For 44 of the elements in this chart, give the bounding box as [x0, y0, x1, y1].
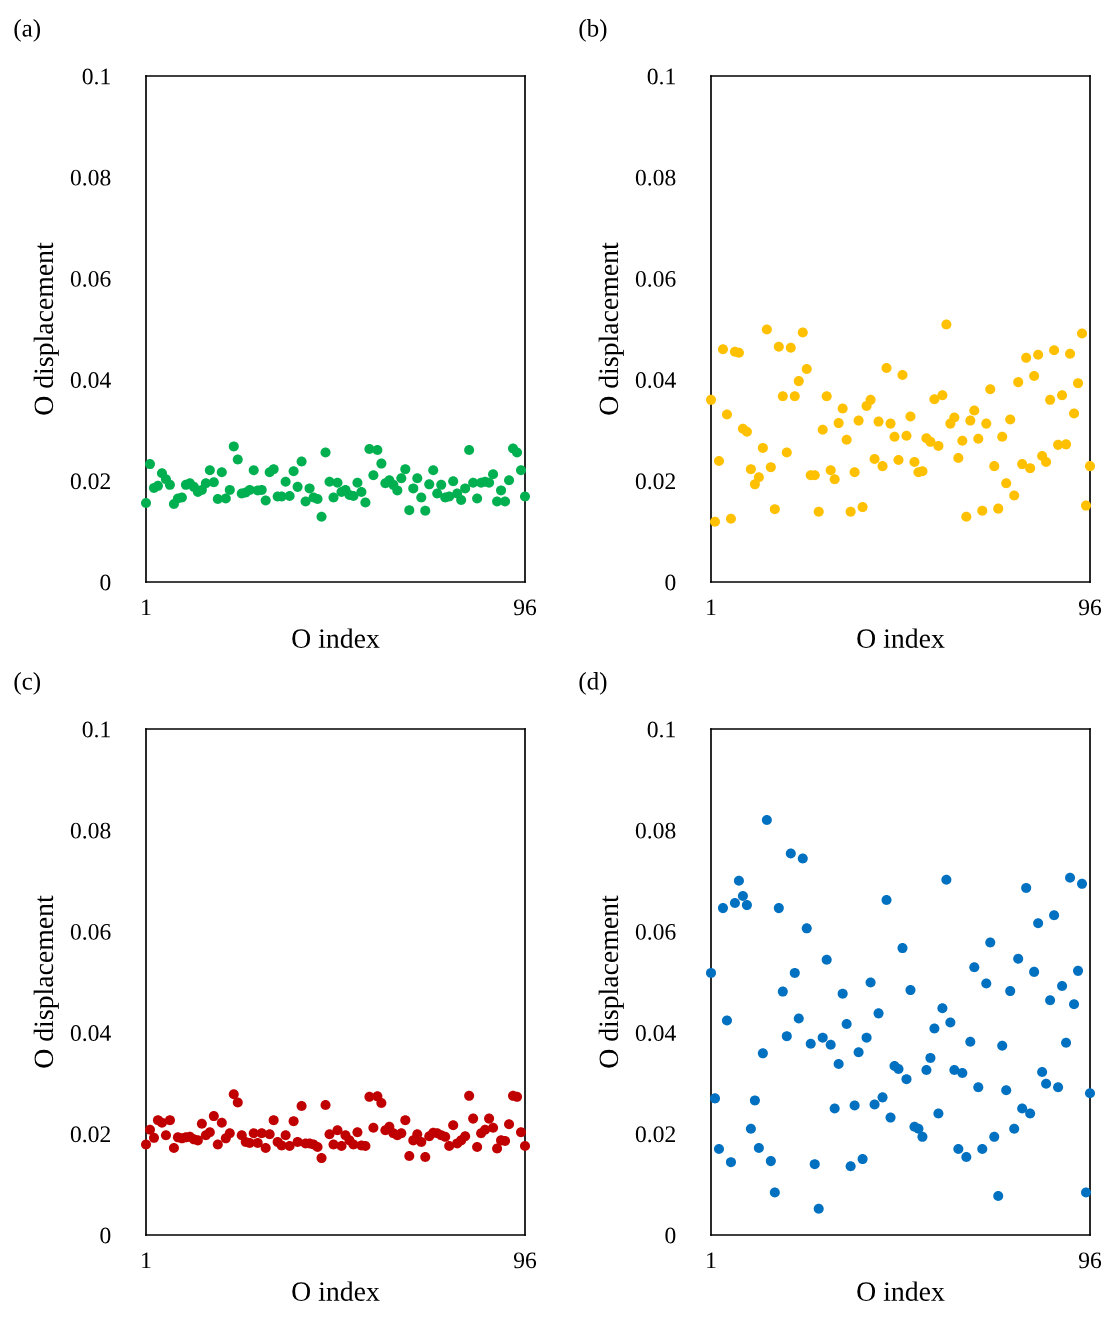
y-tick-label: 0.1	[647, 68, 675, 85]
y-tick-label: 0.02	[635, 1126, 675, 1143]
text: (a)	[14, 19, 40, 42]
y-tick-label: 0	[100, 1227, 111, 1244]
x-axis-title: O index	[292, 628, 380, 648]
y-tick-label: 0.08	[635, 169, 676, 186]
text: (b)	[579, 19, 607, 42]
y-tick-label: 0.08	[70, 822, 111, 839]
x-tick-label: 1	[142, 599, 151, 616]
y-tick-label: 0.06	[635, 270, 676, 287]
y-tick-label: 0.04	[70, 372, 111, 389]
y-tick-label: 0.04	[70, 1025, 111, 1042]
y-tick-label: 0.02	[70, 1126, 110, 1143]
x-tick-label: 96	[513, 599, 537, 616]
y-tick-label: 0.02	[70, 473, 110, 490]
y-tick-label: 0.02	[635, 473, 675, 490]
y-tick-label: 0	[100, 574, 111, 591]
y-tick-label: 0.08	[70, 169, 111, 186]
y-tick-label: 0.06	[635, 923, 676, 940]
y-tick-label: 0.04	[635, 1025, 676, 1042]
y-tick-label: 0.06	[70, 270, 111, 287]
y-tick-label: 0	[665, 1227, 676, 1244]
text: (d)	[579, 672, 607, 695]
x-axis-title: O index	[292, 1281, 380, 1301]
y-tick-label: 0.06	[70, 923, 111, 940]
y-axis-title: O displacement	[598, 895, 624, 1068]
y-tick-label: 0.1	[647, 721, 675, 738]
x-tick-label: 1	[707, 1252, 716, 1269]
x-tick-label: 1	[707, 599, 716, 616]
y-axis-title: O displacement	[598, 242, 624, 415]
y-tick-label: 0	[665, 574, 676, 591]
x-axis-title: O index	[857, 1281, 945, 1301]
x-tick-label: 96	[513, 1252, 537, 1269]
y-tick-label: 0.08	[635, 822, 676, 839]
y-tick-label: 0.1	[82, 68, 110, 85]
x-tick-label: 96	[1078, 1252, 1102, 1269]
y-axis-title: O displacement	[33, 242, 59, 415]
y-tick-label: 0.04	[635, 372, 676, 389]
y-tick-label: 0.1	[82, 721, 110, 738]
x-tick-label: 1	[142, 1252, 151, 1269]
text: (c)	[14, 672, 40, 695]
x-tick-label: 96	[1078, 599, 1102, 616]
y-axis-title: O displacement	[33, 895, 59, 1068]
x-axis-title: O index	[857, 628, 945, 648]
